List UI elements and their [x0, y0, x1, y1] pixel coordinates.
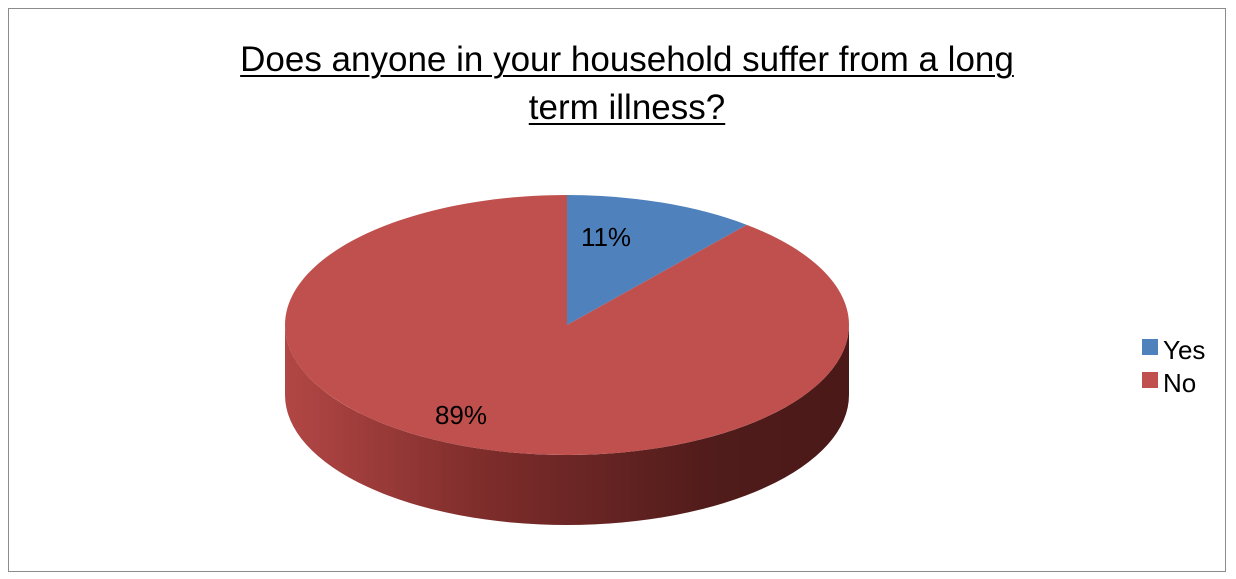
legend-label-no: No [1163, 368, 1196, 398]
pie-slice-yes [567, 195, 747, 325]
data-label-yes: 11% [581, 222, 631, 252]
chart-title-line-2: term illness? [528, 88, 726, 127]
legend-swatch-no [1142, 372, 1158, 388]
data-label-no: 89% [435, 400, 487, 430]
chart-title: Does anyone in your household suffer fro… [0, 36, 1236, 132]
pie-side-wall [285, 325, 849, 525]
legend-swatch-yes [1142, 339, 1158, 355]
pie-slice-no [285, 195, 849, 455]
chart-title-line-1: Does anyone in your household suffer fro… [240, 40, 1014, 79]
legend-label-yes: Yes [1163, 335, 1205, 365]
